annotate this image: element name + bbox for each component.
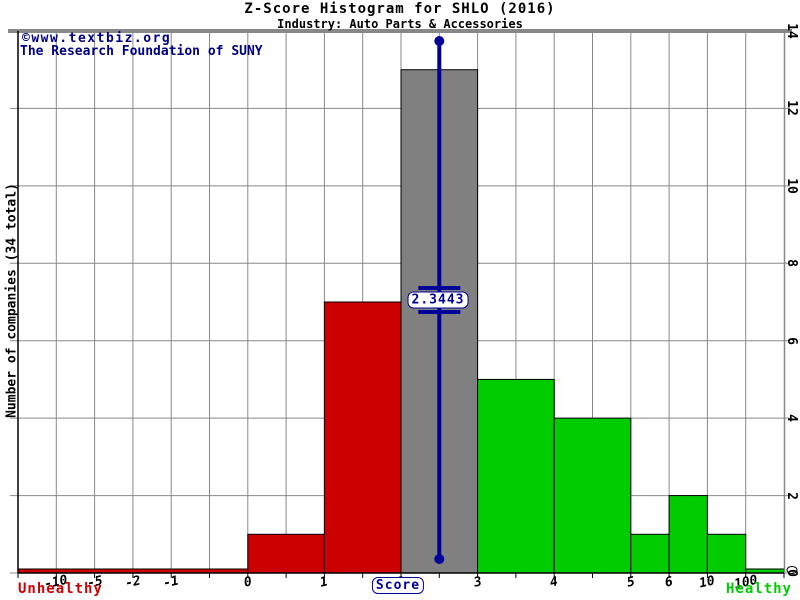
histogram-bar <box>630 533 670 574</box>
axis-end-marker <box>786 566 798 574</box>
histogram-bar <box>247 533 325 574</box>
histogram-bar <box>706 533 747 574</box>
chart-subtitle: Industry: Auto Parts & Accessories <box>277 17 523 31</box>
x-axis-title: Score <box>371 577 425 594</box>
y-tick-label: 12 <box>784 100 799 117</box>
histogram-bar <box>477 378 555 574</box>
y-tick-label: 0 <box>784 569 799 577</box>
zscore-marker-label: 2.3443 <box>407 291 469 309</box>
y-tick-label: 2 <box>784 491 799 500</box>
y-tick-label: 14 <box>784 23 799 39</box>
histogram-bar <box>553 417 632 574</box>
chart-title: Z-Score Histogram for SHLO (2016) <box>244 1 556 17</box>
zscore-marker-top-dot <box>434 36 445 46</box>
histogram-bar <box>668 495 708 574</box>
watermark-url: ©www.textbiz.org <box>22 31 172 46</box>
y-axis-title: Number of companies (34 total) <box>4 183 20 418</box>
healthy-label: Healthy <box>725 581 792 597</box>
y-tick-label: 10 <box>784 178 799 194</box>
histogram-bar <box>323 301 402 574</box>
y-tick-label: 8 <box>784 259 799 268</box>
y-tick-label: 6 <box>784 336 799 345</box>
plot-top-border <box>8 29 792 33</box>
unhealthy-label: Unhealthy <box>18 581 103 597</box>
zscore-marker-bottom-dot <box>434 554 445 564</box>
y-tick-label: 4 <box>784 414 799 423</box>
watermark-org: The Research Foundation of SUNY <box>20 44 263 59</box>
